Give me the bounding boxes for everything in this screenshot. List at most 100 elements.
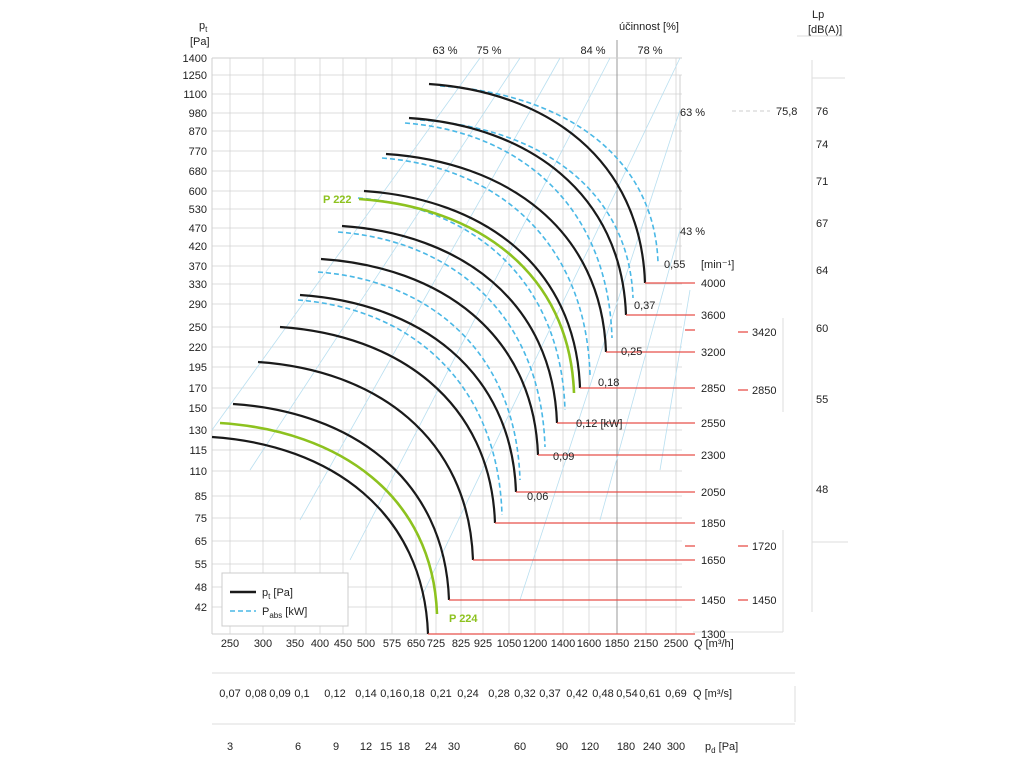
power-label-1: 0,37 [634, 300, 655, 312]
pressure-curve-2550 [341, 224, 559, 424]
efficiency-line-1 [249, 57, 521, 471]
y-tick-370: 370 [189, 261, 207, 273]
x-tick-pd-15: 15 [380, 741, 392, 753]
x-tick-pd-24: 24 [425, 741, 437, 753]
y-tick-1250: 1250 [183, 70, 207, 82]
sound-speed-label-2850: 2850 [752, 385, 776, 397]
y-tick-1100: 1100 [183, 89, 207, 101]
x-tick-pd-120: 120 [581, 741, 599, 753]
x-tick-m3s-0,32: 0,32 [514, 688, 535, 700]
x-tick-m3h-1200: 1200 [523, 638, 547, 650]
speed-label-2050: 2050 [701, 487, 725, 499]
efficiency-title: účinnost [%] [619, 21, 679, 33]
pressure-curves [211, 82, 647, 635]
x-tick-m3s-0,61: 0,61 [639, 688, 660, 700]
x-tick-m3s-0,54: 0,54 [616, 688, 637, 700]
y-tick-115: 115 [189, 445, 207, 457]
x-axis-pd-unit: pd [Pa] [705, 741, 738, 755]
power-label-4: 0,12 [kW] [576, 418, 622, 430]
y-tick-680: 680 [189, 166, 207, 178]
sound-tick-67: 67 [816, 218, 828, 230]
x-tick-m3s-0,16: 0,16 [380, 688, 401, 700]
x-tick-m3s-0,42: 0,42 [566, 688, 587, 700]
power-label-6: 0,06 [527, 491, 548, 503]
x-tick-m3h-350: 350 [286, 638, 304, 650]
efficiency-line-5 [519, 109, 681, 601]
chart-labels: 1400 1250 1100 980 870 770 680 600 530 470 420 370 3… [183, 45, 829, 753]
x-tick-m3h-2500: 2500 [664, 638, 688, 650]
x-tick-pd-300: 300 [667, 741, 685, 753]
efficiency-side-label-1: 43 % [680, 226, 705, 238]
y-tick-65: 65 [195, 536, 207, 548]
x-tick-m3s-0,48: 0,48 [592, 688, 613, 700]
y-tick-85: 85 [195, 491, 207, 503]
x-tick-m3h-1050: 1050 [497, 638, 521, 650]
sound-tick-55: 55 [816, 394, 828, 406]
power-curve-2 [404, 122, 613, 339]
sound-tick-71: 71 [816, 176, 828, 188]
x-axis-m3h-unit: Q [m³/h] [694, 638, 734, 650]
x-tick-m3h-250: 250 [221, 638, 239, 650]
efficiency-side-label-0: 63 % [680, 107, 705, 119]
efficiency-line-0 [211, 57, 481, 431]
x-tick-m3s-0,14: 0,14 [355, 688, 376, 700]
y-tick-130: 130 [189, 425, 207, 437]
power-curve-6 [317, 271, 521, 481]
x-tick-pd-180: 180 [617, 741, 635, 753]
sound-speed-label-3420: 3420 [752, 327, 776, 339]
efficiency-line-4 [419, 57, 681, 601]
speed-label-2850: 2850 [701, 383, 725, 395]
x-tick-m3s-0,24: 0,24 [457, 688, 478, 700]
speed-label-2300: 2300 [701, 450, 725, 462]
pressure-curve-4000 [428, 82, 647, 284]
curve-label-p224: P 224 [449, 613, 478, 625]
x-tick-m3s-0,08: 0,08 [245, 688, 266, 700]
chart-grid [211, 35, 848, 725]
x-tick-pd-90: 90 [556, 741, 568, 753]
power-curve-7 [297, 299, 503, 516]
sound-tick-48: 48 [816, 484, 828, 496]
power-curves [297, 85, 659, 516]
pressure-curve-3200 [385, 152, 608, 353]
x-tick-m3s-0,09: 0,09 [269, 688, 290, 700]
pressure-curve-2050 [299, 293, 518, 493]
x-tick-m3h-925: 925 [474, 638, 492, 650]
x-tick-m3h-500: 500 [357, 638, 375, 650]
y-tick-170: 170 [189, 383, 207, 395]
x-tick-m3h-825: 825 [452, 638, 470, 650]
x-tick-pd-3: 3 [227, 741, 233, 753]
power-label-5: 0,09 [553, 451, 574, 463]
speed-label-1650: 1650 [701, 555, 725, 567]
speed-label-1850: 1850 [701, 518, 725, 530]
speed-label-3600: 3600 [701, 310, 725, 322]
sound-tick-60: 60 [816, 323, 828, 335]
y-tick-470: 470 [189, 223, 207, 235]
efficiency-top-label-1: 75 % [476, 45, 501, 57]
y-tick-220: 220 [189, 342, 207, 354]
x-tick-m3h-2150: 2150 [634, 638, 658, 650]
sound-unit: [dB(A)] [808, 24, 842, 36]
x-tick-m3s-0,07: 0,07 [219, 688, 240, 700]
y-tick-250: 250 [189, 322, 207, 334]
pressure-curve-1450 [232, 402, 451, 601]
power-label-2: 0,25 [621, 346, 642, 358]
x-tick-m3s-0,69: 0,69 [665, 688, 686, 700]
power-curve-1 [419, 119, 634, 299]
x-tick-m3h-1600: 1600 [577, 638, 601, 650]
speed-axis-unit: [min⁻¹] [701, 259, 734, 271]
y-tick-75: 75 [195, 513, 207, 525]
pressure-curve-p222 [358, 197, 576, 394]
x-tick-m3s-0,37: 0,37 [539, 688, 560, 700]
y-tick-600: 600 [189, 186, 207, 198]
pressure-curve-1850 [279, 325, 497, 524]
x-tick-pd-12: 12 [360, 741, 372, 753]
x-tick-m3s-0,1: 0,1 [294, 688, 309, 700]
pressure-curve-1300 [211, 435, 430, 635]
x-tick-m3h-1850: 1850 [605, 638, 629, 650]
y-tick-55: 55 [195, 559, 207, 571]
y-tick-980: 980 [189, 108, 207, 120]
y-tick-150: 150 [189, 403, 207, 415]
efficiency-line-3 [349, 57, 611, 561]
pressure-curve-2850 [363, 189, 582, 389]
efficiency-line-2 [299, 57, 561, 521]
